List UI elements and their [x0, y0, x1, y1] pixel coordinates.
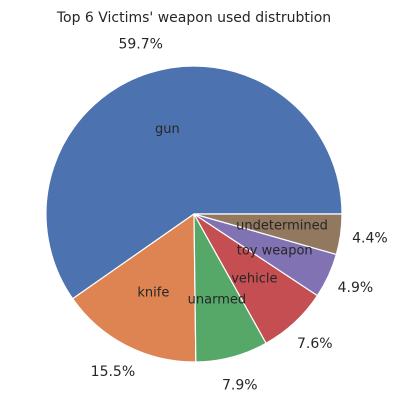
pie-slice-undetermined: [193, 213, 343, 255]
pct-label-gun: 59.7%: [118, 37, 162, 53]
pie-slice-knife: [72, 213, 197, 363]
slice-label-vehicle: vehicle: [231, 272, 277, 287]
slice-label-gun: gun: [155, 122, 180, 137]
pct-label-undetermined: 4.4%: [352, 231, 388, 247]
pct-label-vehicle: 7.6%: [297, 336, 333, 352]
pie-slices: [45, 65, 343, 363]
slice-labels: gun 59.7% knife 15.5% unarmed 7.9% vehicle 7.6%…: [91, 37, 388, 394]
chart-title: Top 6 Victims' weapon used distrubtion: [56, 10, 331, 26]
slice-label-toy-weapon: toy weapon: [237, 244, 313, 259]
pct-label-toy-weapon: 4.9%: [338, 280, 374, 296]
slice-label-undetermined: undetermined: [236, 219, 328, 234]
slice-label-knife: knife: [137, 286, 169, 301]
pct-label-knife: 15.5%: [91, 364, 135, 380]
pie-slice-gun: [45, 65, 343, 300]
slice-label-unarmed: unarmed: [188, 292, 246, 307]
pct-label-unarmed: 7.9%: [222, 378, 258, 394]
